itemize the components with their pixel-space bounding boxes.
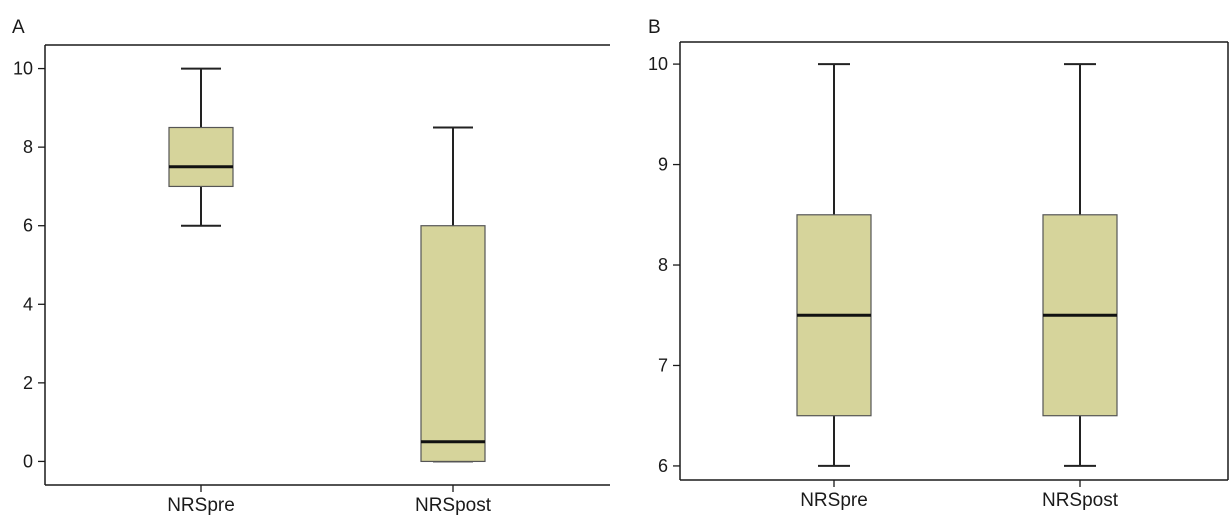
- panel-b-y-tick-label: 7: [658, 355, 668, 375]
- panel-a-category-label: NRSpost: [415, 495, 492, 516]
- panel-a-y-tick-label: 2: [23, 373, 33, 393]
- panel-b-y-tick-label: 10: [648, 54, 668, 74]
- panel-a-label: A: [12, 17, 25, 38]
- panel-b-category-label: NRSpost: [1042, 490, 1119, 511]
- panel-a-y-tick-label: 0: [23, 451, 33, 471]
- panel-b-y-tick-label: 8: [658, 255, 668, 275]
- panel-a-y-tick-label: 4: [23, 294, 33, 314]
- panel-b-label: B: [648, 17, 661, 38]
- panel-a-y-tick-label: 10: [13, 59, 33, 79]
- panel-b-category-label: NRSpre: [800, 490, 868, 511]
- panel-b-y-tick-label: 6: [658, 456, 668, 476]
- panel-a-nrspre-iqr-box: [168, 126, 234, 188]
- panel-b-y-tick-label: 9: [658, 155, 668, 175]
- panel-a-category-label: NRSpre: [167, 495, 235, 516]
- panel-a-nrspost-iqr-box: [420, 225, 486, 463]
- panel-a-y-tick-label: 6: [23, 216, 33, 236]
- panel-a-y-tick-label: 8: [23, 137, 33, 157]
